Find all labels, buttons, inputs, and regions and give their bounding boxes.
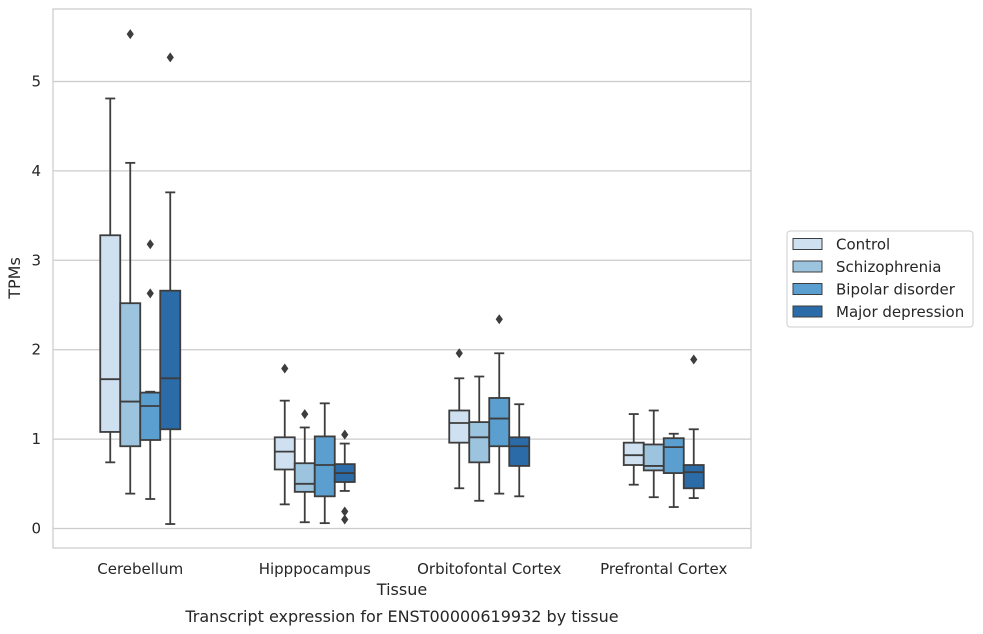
- box-iqr: [313, 435, 336, 498]
- legend-swatch: [792, 283, 823, 295]
- box-3-1: [642, 409, 665, 499]
- legend-swatch: [792, 305, 823, 318]
- legend-label: Control: [836, 236, 890, 254]
- box-iqr: [682, 464, 705, 490]
- x-tick-label: Hipppocampus: [259, 560, 371, 578]
- legend: Control Schizophrenia Bipolar disorder Majo…: [786, 230, 974, 328]
- x-tick-label: Cerebellum: [97, 560, 183, 578]
- box-0-0: [99, 97, 122, 464]
- y-tick-label: 4: [31, 162, 41, 180]
- x-axis-title: Tissue: [376, 580, 427, 599]
- box-iqr: [662, 437, 685, 474]
- box-iqr: [139, 391, 162, 441]
- box-0-2: [139, 239, 162, 500]
- y-tick-label: 0: [31, 520, 41, 538]
- box-1-3: [333, 429, 356, 525]
- box-iqr: [159, 289, 182, 431]
- y-axis-ticks: 0 1 2 3 4 5: [31, 73, 41, 538]
- box-iqr: [99, 234, 122, 433]
- legend-label: Schizophrenia: [836, 258, 941, 276]
- box-2-3: [508, 403, 531, 498]
- x-tick-label: Prefrontal Cortex: [600, 560, 727, 578]
- plot-area-frame: [52, 8, 752, 549]
- box-3-3: [682, 354, 705, 500]
- outlier-point: [301, 409, 309, 420]
- x-tick-label: Orbitofontal Cortex: [417, 560, 561, 578]
- outlier-point: [126, 29, 134, 40]
- box-iqr: [448, 409, 471, 444]
- box-2-0: [448, 348, 471, 490]
- boxes: [99, 29, 705, 525]
- box-1-1: [293, 409, 316, 524]
- box-2-1: [468, 375, 491, 502]
- chart-caption: Transcript expression for ENST0000061993…: [184, 607, 618, 626]
- box-iqr: [468, 421, 491, 464]
- box-iqr: [119, 302, 142, 448]
- box-3-0: [622, 413, 645, 486]
- legend-label: Bipolar disorder: [836, 281, 956, 299]
- outlier-point: [341, 506, 349, 517]
- outlier-point: [341, 429, 349, 440]
- y-tick-label: 2: [31, 341, 41, 359]
- box-iqr: [488, 397, 511, 448]
- outlier-point: [281, 363, 289, 374]
- box-iqr: [293, 462, 316, 493]
- box-3-2: [662, 432, 685, 508]
- legend-swatch: [792, 238, 823, 250]
- box-1-0: [273, 363, 296, 506]
- outlier-point: [495, 314, 503, 325]
- box-2-2: [488, 314, 511, 495]
- box-0-3: [159, 52, 182, 525]
- y-axis-title: TPMs: [5, 257, 24, 300]
- legend-frame: [786, 230, 974, 328]
- outlier-point: [690, 354, 698, 365]
- box-iqr: [622, 441, 645, 466]
- outlier-point: [166, 52, 174, 63]
- outlier-point: [455, 348, 463, 359]
- legend-swatch: [792, 260, 823, 273]
- box-iqr: [273, 436, 296, 471]
- box-1-2: [313, 402, 336, 525]
- legend-label: Major depression: [836, 303, 964, 321]
- x-axis-ticks: Cerebellum Hipppocampus Orbitofontal Corte…: [97, 560, 727, 578]
- outlier-point: [146, 239, 154, 250]
- y-tick-label: 1: [31, 430, 41, 448]
- y-tick-label: 3: [31, 251, 41, 269]
- box-0-1: [119, 29, 142, 495]
- outlier-point: [341, 514, 349, 525]
- outlier-point: [146, 288, 154, 299]
- y-tick-label: 5: [31, 73, 41, 91]
- box-iqr: [508, 436, 531, 467]
